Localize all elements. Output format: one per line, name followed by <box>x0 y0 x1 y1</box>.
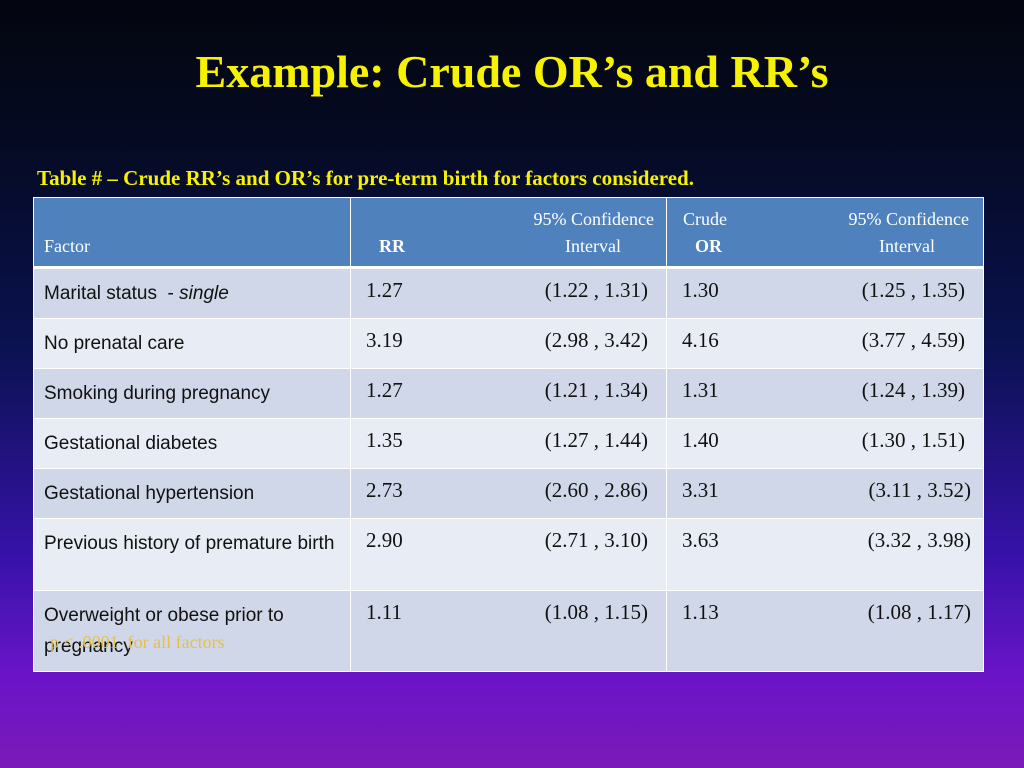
header-or-ci-line2: Interval <box>879 236 935 256</box>
or-estimate: 3.63 <box>682 528 719 552</box>
or-cell: 4.16 (3.77 , 4.59) <box>666 318 984 369</box>
factor-label: Gestational diabetes <box>44 433 218 454</box>
or-confidence-interval: (1.25 , 1.35) <box>861 278 965 302</box>
rr-estimate: 1.11 <box>366 600 402 624</box>
header-or-line1: Crude <box>683 209 727 229</box>
factor-cell: Overweight or obese prior to pregnancy <box>33 590 351 672</box>
rr-estimate: 1.27 <box>366 278 403 302</box>
or-confidence-interval: (1.30 , 1.51) <box>861 428 965 452</box>
factor-label: Gestational hypertension <box>44 483 255 504</box>
rr-confidence-interval: (2.71 , 3.10) <box>544 528 648 552</box>
table-body: Marital status - single 1.27 (1.22 , 1.31)… <box>33 267 984 672</box>
table-header-row: Factor RR 95% Confidence Interval Crude … <box>33 197 984 269</box>
or-estimate: 4.16 <box>682 328 719 352</box>
factor-label: No prenatal care <box>44 333 185 354</box>
or-estimate: 3.31 <box>682 478 719 502</box>
table-row: Gestational hypertension 2.73 (2.60 , 2.86… <box>33 468 984 519</box>
rr-confidence-interval: (2.98 , 3.42) <box>544 328 648 352</box>
header-or-line2: OR <box>695 236 722 256</box>
table-row: Marital status - single 1.27 (1.22 , 1.31)… <box>33 267 984 319</box>
or-cell: 1.13 (1.08 , 1.17) <box>666 590 984 672</box>
rr-cell: 1.35 (1.27 , 1.44) <box>350 418 667 469</box>
or-confidence-interval: (3.11 , 3.52) <box>868 478 971 502</box>
factor-cell: Marital status - single <box>33 267 351 319</box>
factor-cell: Previous history of premature birth <box>33 518 351 591</box>
rr-estimate: 1.27 <box>366 378 403 402</box>
rr-confidence-interval: (1.21 , 1.34) <box>544 378 648 402</box>
factor-italic-label: single <box>179 283 229 304</box>
factor-label: Overweight or obese prior to pregnancy <box>44 605 290 657</box>
or-estimate: 1.31 <box>682 378 719 402</box>
rr-estimate: 2.90 <box>366 528 403 552</box>
rr-cell: 2.73 (2.60 , 2.86) <box>350 468 667 519</box>
table-row: Gestational diabetes 1.35 (1.27 , 1.44) 1.4… <box>33 418 984 469</box>
rr-cell: 2.90 (2.71 , 3.10) <box>350 518 667 591</box>
rr-confidence-interval: (2.60 , 2.86) <box>544 478 648 502</box>
header-factor-label: Factor <box>44 236 90 256</box>
or-cell: 3.31 (3.11 , 3.52) <box>666 468 984 519</box>
rr-cell: 1.27 (1.21 , 1.34) <box>350 368 667 419</box>
rr-cell: 1.11 (1.08 , 1.15) <box>350 590 667 672</box>
or-confidence-interval: (1.24 , 1.39) <box>861 378 965 402</box>
header-rr-label: RR <box>379 236 405 256</box>
rr-confidence-interval: (1.08 , 1.15) <box>544 600 648 624</box>
or-cell: 1.40 (1.30 , 1.51) <box>666 418 984 469</box>
rr-cell: 1.27 (1.22 , 1.31) <box>350 267 667 319</box>
table-row: No prenatal care 3.19 (2.98 , 3.42) 4.16 (3.… <box>33 318 984 369</box>
factor-cell: Gestational diabetes <box>33 418 351 469</box>
header-rr: RR 95% Confidence Interval <box>350 197 667 269</box>
factor-label: Smoking during pregnancy <box>44 383 271 404</box>
factor-cell: No prenatal care <box>33 318 351 369</box>
rr-confidence-interval: (1.22 , 1.31) <box>544 278 648 302</box>
footnote: p < .0001 for all factors <box>50 632 225 652</box>
table-row: Previous history of premature birth 2.90 (… <box>33 518 984 591</box>
or-cell: 1.31 (1.24 , 1.39) <box>666 368 984 419</box>
factor-cell: Smoking during pregnancy <box>33 368 351 419</box>
or-confidence-interval: (1.08 , 1.17) <box>867 600 971 624</box>
or-estimate: 1.13 <box>682 600 719 624</box>
rr-estimate: 2.73 <box>366 478 403 502</box>
header-rr-ci-line1: 95% Confidence <box>533 209 654 229</box>
slide-title: Example: Crude OR’s and RR’s <box>195 46 829 97</box>
factor-label: Marital status - <box>44 283 180 304</box>
table-row: Overweight or obese prior to pregnancy 1.… <box>33 590 984 672</box>
or-cell: 3.63 (3.32 , 3.98) <box>666 518 984 591</box>
factor-cell: Gestational hypertension <box>33 468 351 519</box>
factor-label: Previous history of premature birth <box>44 533 335 554</box>
rr-estimate: 1.35 <box>366 428 403 452</box>
header-or-ci-line1: 95% Confidence <box>848 209 969 229</box>
or-confidence-interval: (3.77 , 4.59) <box>861 328 965 352</box>
header-rr-ci-line2: Interval <box>565 236 621 256</box>
odds-ratio-table: Factor RR 95% Confidence Interval Crude … <box>33 197 984 672</box>
or-estimate: 1.30 <box>682 278 719 302</box>
table-row: Smoking during pregnancy 1.27 (1.21 , 1.34… <box>33 368 984 419</box>
rr-cell: 3.19 (2.98 , 3.42) <box>350 318 667 369</box>
table-caption: Table # – Crude RR’s and OR’s for pre-te… <box>37 166 694 190</box>
rr-confidence-interval: (1.27 , 1.44) <box>544 428 648 452</box>
or-estimate: 1.40 <box>682 428 719 452</box>
or-cell: 1.30 (1.25 , 1.35) <box>666 267 984 319</box>
header-factor: Factor <box>33 197 351 269</box>
header-or: Crude OR 95% Confidence Interval <box>666 197 984 269</box>
rr-estimate: 3.19 <box>366 328 403 352</box>
or-confidence-interval: (3.32 , 3.98) <box>867 528 971 552</box>
